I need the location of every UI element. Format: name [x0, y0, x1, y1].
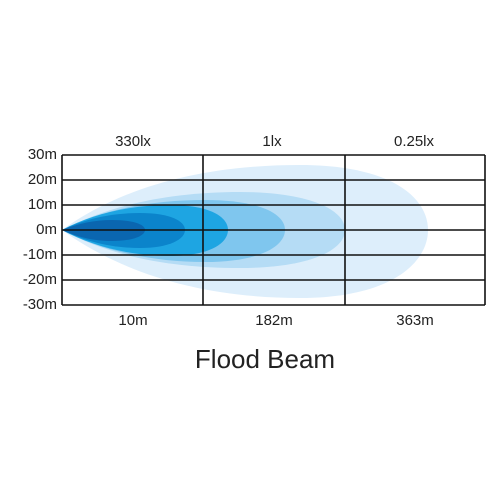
lux-label: 330lx — [115, 133, 151, 150]
distance-label: 363m — [396, 312, 434, 329]
distance-label: 10m — [118, 312, 147, 329]
title: Flood Beam — [195, 344, 335, 374]
width-label: -10m — [23, 246, 57, 263]
width-label: 30m — [28, 146, 57, 163]
distance-label: 182m — [255, 312, 293, 329]
width-label: -30m — [23, 296, 57, 313]
grid — [61, 154, 486, 306]
lux-label: 0.25lx — [394, 133, 435, 150]
width-labels: 30m 20m 10m 0m -10m -20m -30m — [23, 146, 57, 313]
width-label: 10m — [28, 196, 57, 213]
lux-label: 1lx — [262, 133, 282, 150]
width-label: 20m — [28, 171, 57, 188]
width-label: -20m — [23, 271, 57, 288]
width-label: 0m — [36, 221, 57, 238]
beam-pattern — [62, 165, 428, 298]
